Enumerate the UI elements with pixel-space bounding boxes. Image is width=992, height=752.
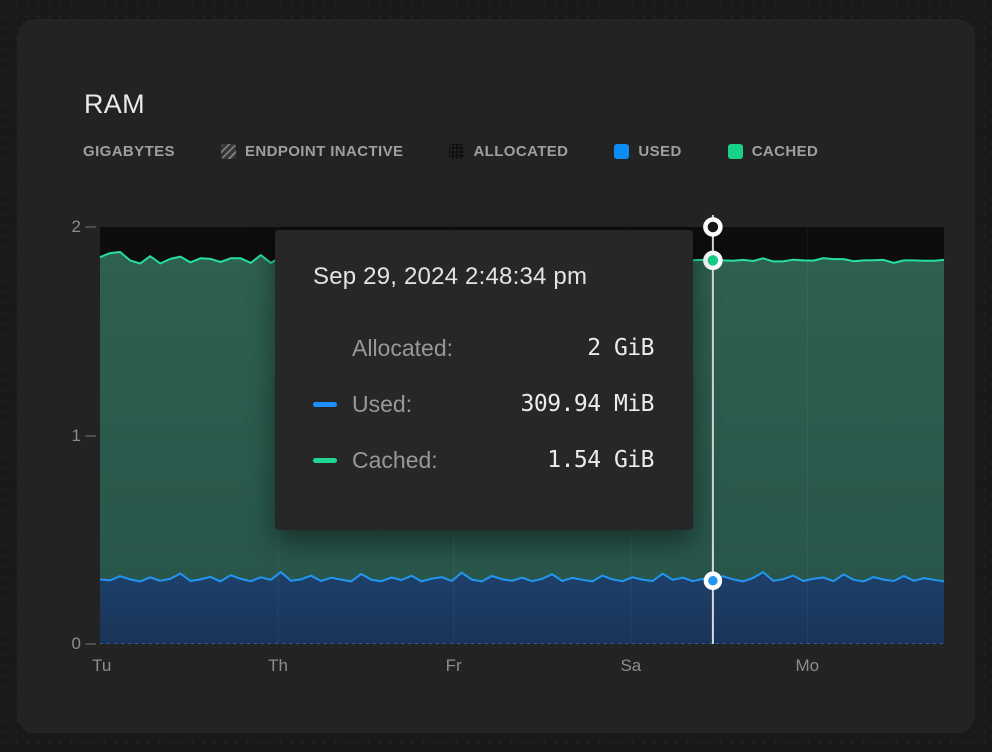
y-tick-mark <box>85 643 96 645</box>
used-line <box>99 571 945 583</box>
tooltip-row-value: 309.94 MiB <box>520 391 655 417</box>
tooltip-row-used: Used: 309.94 MiB <box>313 388 655 420</box>
used-cursor-marker[interactable] <box>703 571 723 591</box>
y-axis-unit-label: GIGABYTES <box>83 143 175 160</box>
tooltip-allocated-swatch-spacer <box>313 346 337 351</box>
cached-swatch-icon <box>727 144 743 159</box>
used-area <box>100 572 944 644</box>
x-tick-label: Tu <box>92 656 112 675</box>
tooltip-row-label: Cached: <box>352 446 438 473</box>
card-title: RAM <box>84 89 145 119</box>
used-dash-icon <box>313 401 337 407</box>
allocated-swatch-icon <box>449 144 465 159</box>
cached-cursor-marker[interactable] <box>703 250 723 271</box>
x-tick-label: Th <box>268 656 288 675</box>
used-swatch-icon <box>614 144 630 159</box>
allocated-cursor-marker[interactable] <box>703 217 723 237</box>
x-tick-label: Sa <box>620 656 642 675</box>
tooltip-timestamp: Sep 29, 2024 2:48:34 pm <box>313 263 588 290</box>
y-tick-mark <box>85 226 96 228</box>
tooltip-row-value: 1.54 GiB <box>547 447 654 473</box>
tooltip-row-allocated: Allocated: 2 GiB <box>313 332 654 364</box>
tooltip-row-label: Allocated: <box>352 334 454 361</box>
y-tick-mark <box>85 434 96 437</box>
y-tick-label: 1 <box>71 425 81 445</box>
x-tick-label: Fr <box>445 656 462 675</box>
y-tick-label: 0 <box>71 634 81 653</box>
legend-item-allocated[interactable]: ALLOCATED <box>449 143 568 160</box>
endpoint-inactive-hatched-swatch-icon <box>220 144 236 159</box>
legend-item-label: ALLOCATED <box>473 143 569 160</box>
cached-dash-icon <box>313 457 337 463</box>
legend-item-label: USED <box>638 143 682 160</box>
legend-item-label: CACHED <box>751 143 819 160</box>
legend-row: GIGABYTES ENDPOINT INACTIVE ALLOCATED US… <box>83 143 818 160</box>
x-tick-label: Mo <box>795 656 820 675</box>
tooltip-row-label: Used: <box>352 390 413 417</box>
legend-item-used[interactable]: USED <box>614 143 681 160</box>
y-tick-label: 2 <box>71 217 81 236</box>
tooltip-row-cached: Cached: 1.54 GiB <box>313 444 654 476</box>
ram-usage-card: RAM GIGABYTES ENDPOINT INACTIVE ALLOCATE… <box>17 19 975 733</box>
legend-item-endpoint-inactive[interactable]: ENDPOINT INACTIVE <box>220 143 404 160</box>
legend-item-cached[interactable]: CACHED <box>727 143 819 160</box>
legend-item-label: ENDPOINT INACTIVE <box>244 143 404 160</box>
chart-tooltip: Sep 29, 2024 2:48:34 pm Allocated: 2 GiB… <box>275 230 693 530</box>
tooltip-row-value: 2 GiB <box>587 335 654 361</box>
